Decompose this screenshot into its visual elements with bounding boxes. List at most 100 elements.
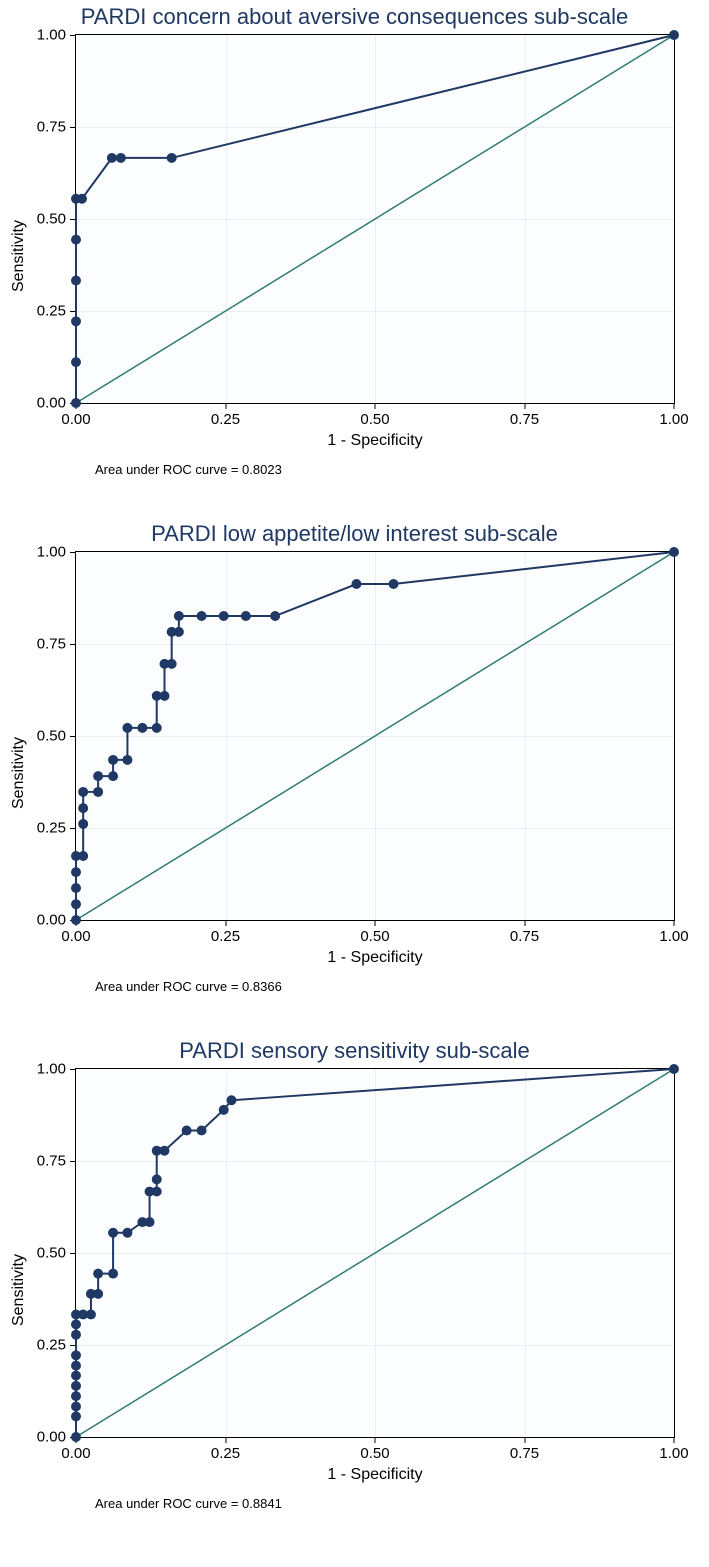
y-axis-label: Sensitivity [10,219,28,291]
y-tick-label: 0.25 [37,303,66,320]
auc-caption: Area under ROC curve = 0.8366 [95,979,689,994]
reference-line [76,1069,674,1437]
chart-svg [76,552,674,920]
x-tick [524,1437,525,1443]
roc-point-marker [71,1401,81,1411]
x-tick [524,920,525,926]
roc-panel-low-appetite: PARDI low appetite/low interest sub-scal… [0,517,709,994]
roc-point-marker [71,1432,81,1442]
roc-point-marker [160,691,170,701]
roc-point-marker [71,1381,81,1391]
reference-line [76,552,674,920]
roc-point-marker [71,1319,81,1329]
x-tick [375,920,376,926]
roc-point-marker [108,755,118,765]
roc-point-marker [71,235,81,245]
y-tick-label: 1.00 [37,544,66,561]
x-tick-label: 0.75 [510,411,539,428]
x-tick [225,920,226,926]
roc-point-marker [152,1174,162,1184]
roc-point-marker [108,1269,118,1279]
y-tick-label: 0.75 [37,636,66,653]
roc-point-marker [93,787,103,797]
x-tick [225,1437,226,1443]
roc-point-marker [108,771,118,781]
roc-point-marker [116,153,126,163]
x-tick [674,920,675,926]
roc-point-marker [669,30,679,40]
x-axis-label: 1 - Specificity [75,949,675,967]
roc-point-marker [71,899,81,909]
y-axis-label: Sensitivity [10,736,28,808]
roc-point-marker [107,153,117,163]
plot-wrap: Sensitivity0.000.250.500.751.000.000.250… [75,551,689,994]
x-tick-label: 0.50 [360,1445,389,1462]
roc-point-marker [71,915,81,925]
x-tick-label: 0.50 [360,928,389,945]
roc-point-marker [71,398,81,408]
x-tick-label: 0.50 [360,411,389,428]
roc-point-marker [226,1095,236,1105]
x-tick-label: 0.25 [211,411,240,428]
roc-point-marker [389,579,399,589]
x-tick [375,403,376,409]
x-tick [524,403,525,409]
chart-title: PARDI concern about aversive consequence… [0,0,709,30]
roc-point-marker [669,547,679,557]
y-axis-label: Sensitivity [10,1253,28,1325]
roc-point-marker [152,1187,162,1197]
roc-point-marker [78,819,88,829]
y-tick-label: 0.25 [37,1337,66,1354]
y-tick-label: 0.50 [37,211,66,228]
roc-point-marker [71,275,81,285]
roc-point-marker [71,867,81,877]
roc-point-marker [137,723,147,733]
roc-point-marker [197,611,207,621]
y-tick-label: 0.00 [37,395,66,412]
chart-svg [76,1069,674,1437]
roc-point-marker [71,883,81,893]
roc-point-marker [71,357,81,367]
roc-point-marker [219,1105,229,1115]
roc-point-marker [669,1064,679,1074]
roc-point-marker [167,153,177,163]
roc-point-marker [152,723,162,733]
x-tick-label: 0.00 [61,928,90,945]
plot-wrap: Sensitivity0.000.250.500.751.000.000.250… [75,1068,689,1511]
plot-wrap: Sensitivity0.000.250.500.751.000.000.250… [75,34,689,477]
x-tick-label: 0.75 [510,1445,539,1462]
roc-point-marker [93,1289,103,1299]
x-axis-label: 1 - Specificity [75,432,675,450]
roc-point-marker [77,194,87,204]
x-tick [225,403,226,409]
chart-title: PARDI sensory sensitivity sub-scale [0,1034,709,1064]
y-tick-label: 0.00 [37,1429,66,1446]
x-tick [375,1437,376,1443]
roc-point-marker [241,611,251,621]
roc-point-marker [71,316,81,326]
roc-point-marker [71,1411,81,1421]
x-tick-label: 0.00 [61,411,90,428]
roc-point-marker [219,611,229,621]
roc-point-marker [71,1350,81,1360]
roc-point-marker [78,803,88,813]
x-tick-label: 0.25 [211,928,240,945]
chart-svg [76,35,674,403]
roc-point-marker [122,723,132,733]
roc-point-marker [78,851,88,861]
roc-point-marker [270,611,280,621]
y-tick-label: 0.75 [37,1153,66,1170]
x-tick [674,1437,675,1443]
roc-point-marker [197,1125,207,1135]
panels-container: PARDI concern about aversive consequence… [0,0,709,1511]
x-tick-label: 0.25 [211,1445,240,1462]
roc-panel-sensory: PARDI sensory sensitivity sub-scale Sensi… [0,1034,709,1511]
x-tick [674,403,675,409]
roc-point-marker [86,1309,96,1319]
reference-line [76,35,674,403]
y-tick-label: 0.25 [37,820,66,837]
chart-title: PARDI low appetite/low interest sub-scal… [0,517,709,547]
roc-point-marker [167,659,177,669]
roc-point-marker [122,1228,132,1238]
x-tick-label: 1.00 [659,411,688,428]
